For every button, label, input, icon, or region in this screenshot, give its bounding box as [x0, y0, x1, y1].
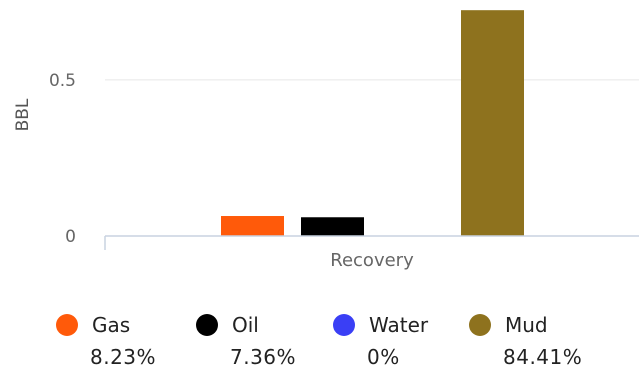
bar-oil[interactable]: [301, 217, 364, 236]
legend-label-oil: Oil: [232, 313, 259, 337]
legend-percent-mud: 84.41%: [503, 345, 583, 369]
bar-mud[interactable]: [461, 10, 524, 237]
legend-marker-water: [333, 314, 355, 336]
legend-percent-oil: 7.36%: [230, 345, 297, 369]
y-tick-label-1: 0.5: [49, 71, 76, 91]
legend-label-mud: Mud: [505, 313, 548, 337]
bars: [221, 10, 524, 237]
legend-marker-oil: [196, 314, 218, 336]
y-tick-label-0: 0: [65, 227, 76, 247]
x-category-label: Recovery: [330, 250, 414, 271]
legend-label-water: Water: [369, 313, 429, 337]
legend-label-gas: Gas: [92, 313, 131, 337]
legend-marker-mud: [469, 314, 491, 336]
legend-percent-gas: 8.23%: [90, 345, 157, 369]
y-axis-title: BBL: [13, 98, 33, 131]
legend-percent-water: 0%: [367, 345, 400, 369]
legend-marker-gas: [56, 314, 78, 336]
y-tick-labels: 00.5: [49, 71, 76, 247]
bar-gas[interactable]: [221, 216, 284, 236]
